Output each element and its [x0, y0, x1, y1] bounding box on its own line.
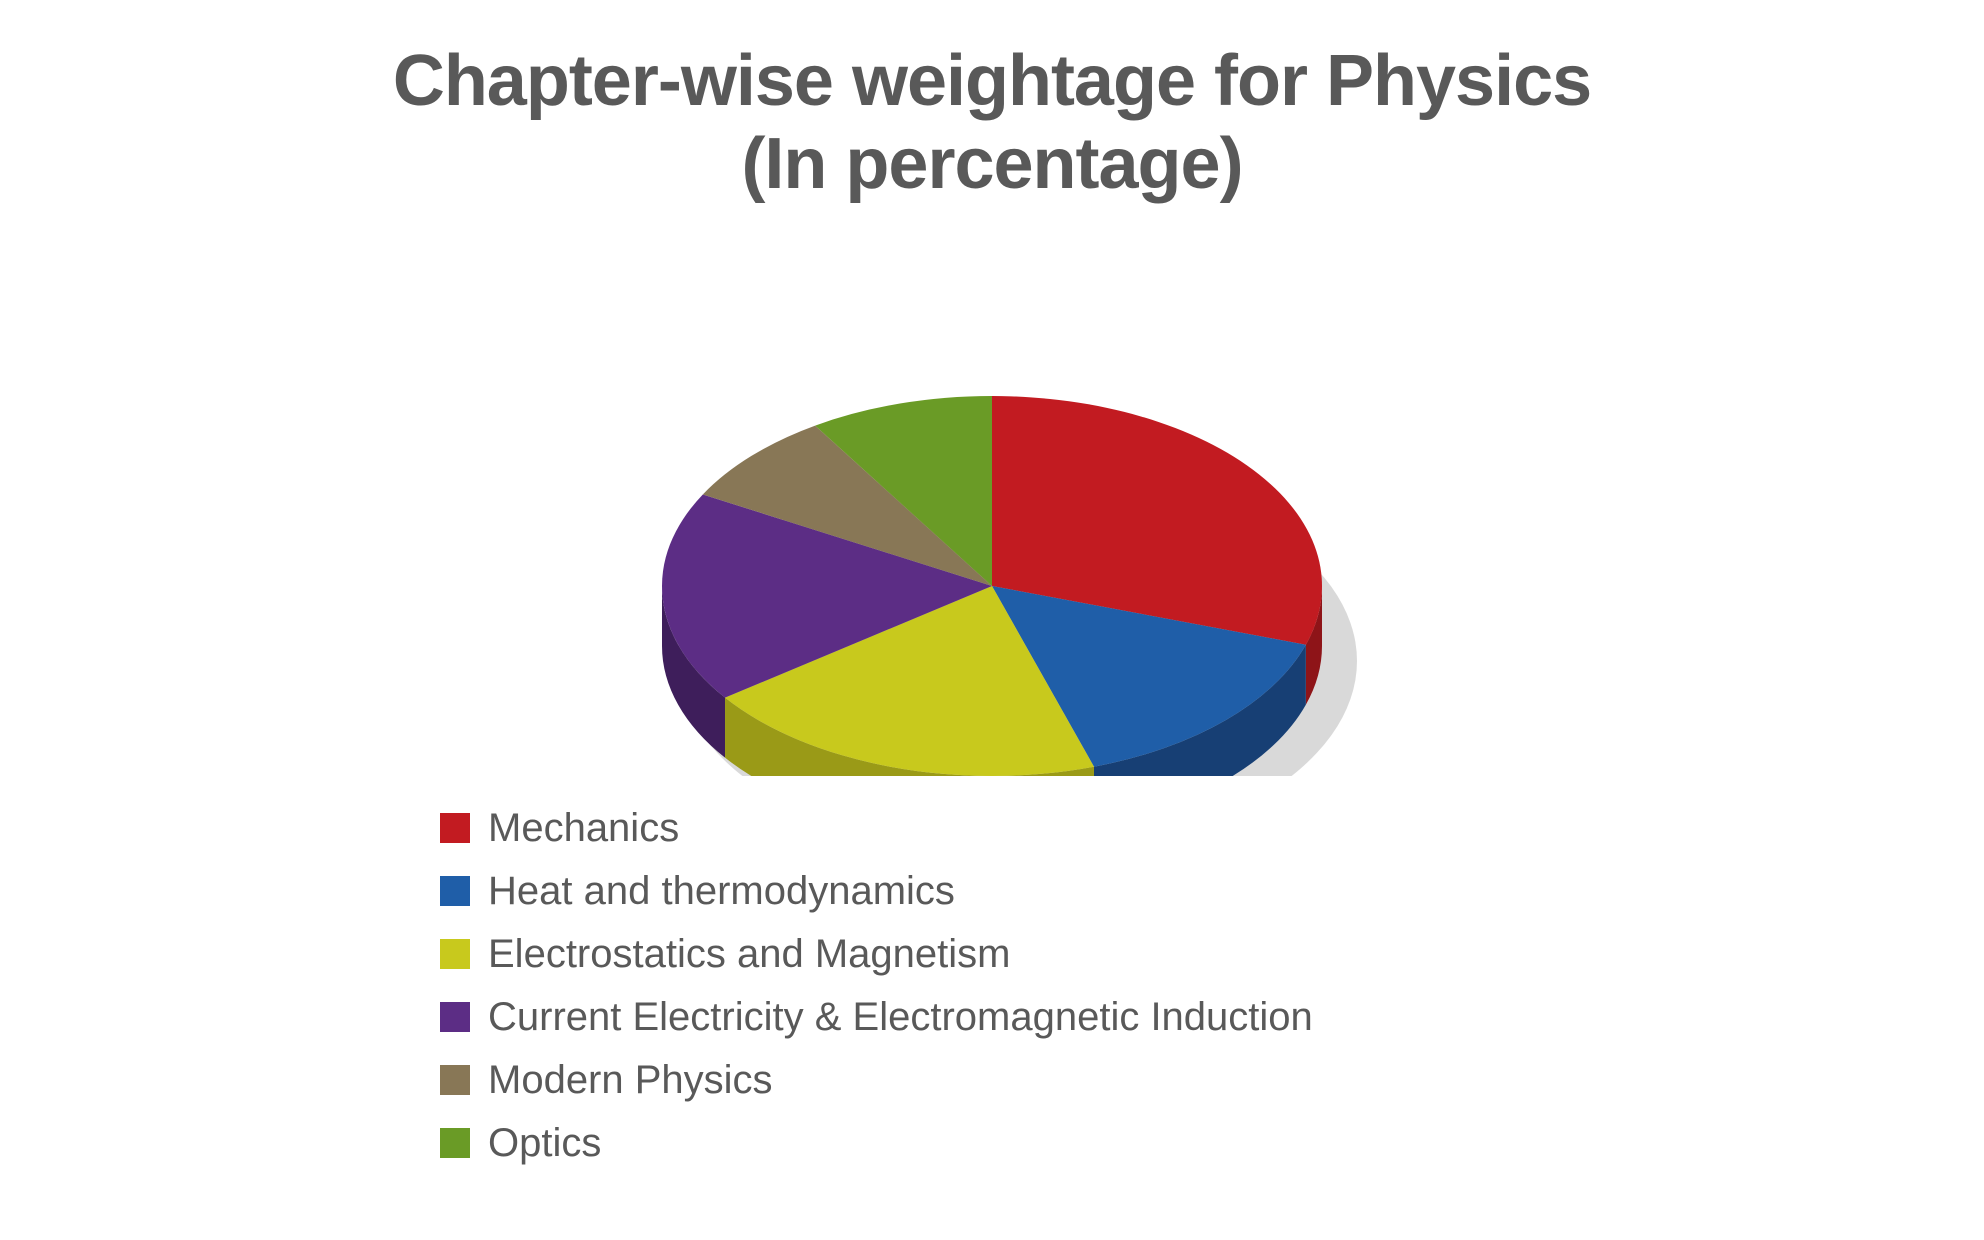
legend-swatch [440, 876, 470, 906]
legend-item: Current Electricity & Electromagnetic In… [440, 995, 1984, 1040]
pie-chart-wrap [0, 216, 1984, 776]
legend-item: Heat and thermodynamics [440, 869, 1984, 914]
legend-label: Electrostatics and Magnetism [488, 932, 1010, 977]
legend-label: Modern Physics [488, 1058, 773, 1103]
legend: Mechanics Heat and thermodynamics Electros… [440, 806, 1984, 1166]
legend-item: Optics [440, 1121, 1984, 1166]
legend-item: Modern Physics [440, 1058, 1984, 1103]
chart-title-line1: Chapter-wise weightage for Physics [393, 41, 1591, 121]
legend-swatch [440, 1065, 470, 1095]
legend-swatch [440, 1002, 470, 1032]
legend-item: Mechanics [440, 806, 1984, 851]
legend-item: Electrostatics and Magnetism [440, 932, 1984, 977]
legend-label: Heat and thermodynamics [488, 869, 955, 914]
chart-container: Chapter-wise weightage for Physics (In p… [0, 0, 1984, 1240]
pie-chart [302, 216, 1682, 776]
legend-label: Current Electricity & Electromagnetic In… [488, 995, 1313, 1040]
legend-label: Mechanics [488, 806, 679, 851]
legend-swatch [440, 813, 470, 843]
chart-title-line2: (In percentage) [741, 124, 1242, 204]
legend-swatch [440, 939, 470, 969]
legend-label: Optics [488, 1121, 601, 1166]
chart-title: Chapter-wise weightage for Physics (In p… [0, 0, 1984, 206]
legend-swatch [440, 1128, 470, 1158]
